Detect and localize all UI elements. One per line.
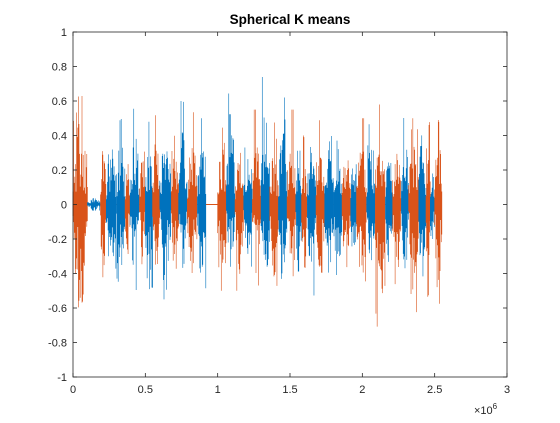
y-tick-label: 1 — [61, 27, 67, 39]
signal-segment — [401, 118, 409, 269]
y-tick-label: -0.4 — [48, 269, 67, 281]
signal-segment — [333, 140, 343, 275]
x-axis-exponent-power: 6 — [493, 402, 498, 411]
signal-segment — [100, 151, 107, 278]
x-tick-label: 0 — [70, 384, 76, 396]
signal-segment — [87, 198, 101, 211]
y-tick-label: -0.8 — [48, 338, 67, 350]
signal-segment — [171, 135, 179, 269]
signal-segment — [434, 119, 443, 304]
y-tick-label: 0.2 — [52, 165, 67, 177]
x-axis-exponent: ×106 — [474, 402, 498, 417]
signal-segment — [295, 150, 302, 272]
y-axis-ticks: -1 -0.8 -0.6 -0.4 -0.2 0 0.2 0.4 0.6 0.8 1 — [48, 27, 507, 384]
signal-segment — [430, 173, 435, 239]
signal-segment — [152, 115, 161, 265]
signal-segment — [341, 160, 351, 268]
signal-segment — [278, 97, 288, 279]
y-tick-label: -1 — [57, 372, 67, 384]
x-tick-label: 2.5 — [427, 384, 442, 396]
y-tick-label: -0.6 — [48, 303, 67, 315]
signal-segment — [145, 121, 153, 290]
chart-title: Spherical K means — [230, 12, 351, 27]
signal-segment — [217, 127, 227, 291]
x-tick-label: 0.5 — [138, 384, 153, 396]
signal-segment — [286, 109, 296, 277]
signal-segment — [243, 147, 253, 267]
signal-segment — [234, 152, 244, 291]
signal-segment — [307, 147, 317, 296]
x-tick-label: 1.5 — [282, 384, 297, 396]
signal-segment — [366, 124, 376, 261]
y-tick-label: -0.2 — [48, 234, 67, 246]
signal-segment — [375, 104, 386, 327]
signal-segment — [260, 77, 270, 267]
signal-segment — [178, 101, 188, 268]
signal-segment — [392, 153, 402, 285]
y-tick-label: 0.6 — [52, 96, 67, 108]
y-tick-label: 0.4 — [52, 131, 67, 143]
signal-segment — [252, 109, 262, 286]
signal-segment — [139, 151, 146, 265]
x-tick-label: 3 — [504, 384, 510, 396]
x-tick-label: 2 — [359, 384, 365, 396]
signal-segment — [324, 135, 334, 273]
signal-segment — [159, 151, 172, 300]
signal-segment — [269, 122, 279, 286]
signal-segment — [186, 112, 198, 274]
signal-segment — [315, 120, 325, 273]
signal-segment — [356, 118, 367, 282]
signal-segment — [129, 108, 140, 291]
y-tick-label: 0.8 — [52, 62, 67, 74]
signal-segment — [425, 122, 431, 297]
signal-segment — [116, 119, 126, 282]
signal-segment — [418, 135, 427, 277]
x-axis-exponent-base: ×10 — [474, 405, 493, 417]
signal-segment — [226, 93, 236, 267]
signal-segment — [105, 149, 117, 269]
signal-segment — [301, 135, 308, 268]
signal-segment — [408, 118, 419, 313]
signal-segment — [350, 164, 357, 247]
signal-traces — [72, 77, 443, 327]
x-axis-ticks: 0 0.5 1 1.5 2 2.5 3 — [70, 32, 510, 396]
x-tick-label: 1 — [215, 384, 221, 396]
signal-segment — [197, 118, 207, 289]
y-tick-label: 0 — [61, 200, 67, 212]
signal-segment — [385, 162, 393, 262]
